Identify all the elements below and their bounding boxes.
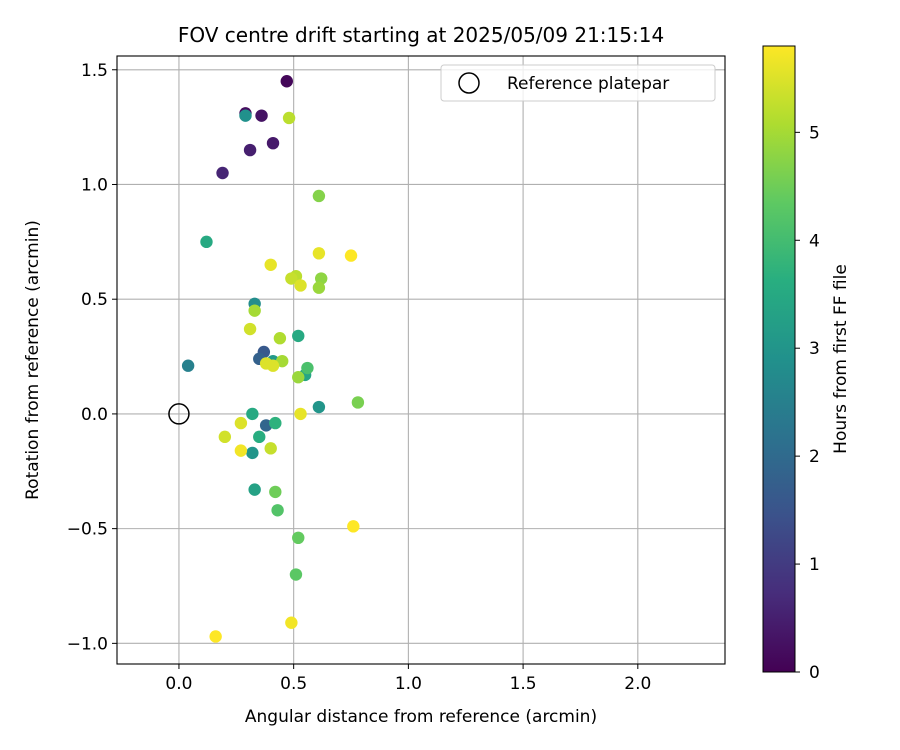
- x-axis-ticks: 0.0 0.5 1.0 1.5 2.0: [165, 664, 651, 694]
- colorbar-ticks: 0 1 2 3 4 5: [795, 123, 820, 683]
- x-tick-label: 0.5: [280, 674, 307, 694]
- scatter-point: [218, 430, 232, 444]
- scatter-point: [239, 109, 252, 122]
- colorbar-tick-label: 1: [809, 555, 820, 575]
- scatter-point: [347, 520, 360, 533]
- scatter-point: [292, 329, 305, 343]
- scatter-point: [282, 111, 296, 125]
- scatter-point: [234, 416, 248, 430]
- scatter-point: [289, 568, 303, 581]
- scatter-point: [209, 630, 222, 643]
- scatter-point: [312, 247, 326, 260]
- scatter-point: [246, 446, 259, 460]
- scatter-point: [266, 136, 280, 150]
- y-tick-label: 1.0: [81, 175, 108, 195]
- scatter-point: [351, 396, 365, 409]
- reference-point: [168, 403, 190, 425]
- scatter-point: [344, 249, 358, 262]
- scatter-point: [243, 143, 257, 157]
- x-tick-label: 0.0: [165, 674, 192, 694]
- scatter-point: [246, 407, 259, 421]
- scatter-point: [264, 442, 277, 455]
- legend-box: [440, 64, 716, 102]
- scatter-point: [181, 359, 195, 372]
- x-gridlines: [178, 56, 639, 664]
- y-axis-label: Rotation from reference (arcmin): [23, 220, 43, 500]
- scatter-point: [234, 444, 248, 457]
- y-gridlines: [117, 69, 725, 644]
- scatter-point: [248, 304, 261, 317]
- scatter-point: [312, 281, 326, 294]
- scatter-point: [312, 400, 326, 414]
- scatter-points: [181, 75, 365, 643]
- y-tick-label: 0.5: [81, 290, 108, 310]
- scatter-point: [264, 258, 277, 271]
- colorbar: 0 1 2 3 4 5 Hours from first FF file: [762, 45, 851, 683]
- legend-label-reference-platepar: Reference platepar: [507, 74, 669, 94]
- reference-marker-group: [168, 403, 190, 425]
- scatter-point: [273, 332, 287, 345]
- scatter-point: [200, 235, 213, 249]
- scatter-point: [269, 485, 282, 499]
- scatter-point: [292, 531, 305, 545]
- scatter-point: [301, 361, 314, 375]
- scatter-point: [255, 109, 268, 122]
- y-tick-label: 1.5: [81, 61, 108, 81]
- scatter-point: [280, 75, 293, 88]
- colorbar-tick-label: 2: [809, 447, 820, 467]
- scatter-point: [312, 189, 326, 203]
- scatter-point: [294, 279, 307, 292]
- y-tick-label: −1.0: [67, 634, 108, 654]
- scatter-point: [248, 483, 261, 496]
- x-tick-label: 2.0: [624, 674, 651, 694]
- colorbar-tick-label: 4: [809, 231, 820, 251]
- scatter-point: [243, 322, 257, 336]
- legend-reference-marker: [458, 72, 480, 94]
- colorbar-tick-label: 0: [809, 663, 820, 683]
- scatter-point: [271, 504, 284, 517]
- colorbar-label: Hours from first FF file: [831, 264, 851, 454]
- plot-frame: [116, 55, 726, 665]
- chart-title: FOV centre drift starting at 2025/05/09 …: [178, 23, 664, 47]
- scatter-point: [294, 407, 307, 421]
- scatter-point: [285, 272, 298, 285]
- scatter-point: [285, 616, 298, 629]
- scatter-point: [253, 430, 266, 444]
- scatter-point: [269, 416, 282, 430]
- colorbar-tick-label: 3: [809, 339, 820, 359]
- legend: Reference platepar: [440, 64, 716, 102]
- x-tick-label: 1.5: [510, 674, 537, 694]
- scatter-point: [292, 371, 305, 384]
- scatter-point: [266, 359, 280, 372]
- y-axis-ticks: −1.0 −0.5 0.0 0.5 1.0 1.5: [67, 61, 117, 654]
- y-tick-label: −0.5: [67, 520, 108, 540]
- scatter-point: [275, 354, 289, 368]
- x-axis-label: Angular distance from reference (arcmin): [245, 707, 597, 727]
- colorbar-tick-label: 5: [809, 123, 820, 143]
- x-tick-label: 1.0: [395, 674, 422, 694]
- colorbar-gradient: [762, 45, 796, 673]
- scatter-point: [216, 166, 229, 180]
- y-tick-label: 0.0: [81, 405, 108, 425]
